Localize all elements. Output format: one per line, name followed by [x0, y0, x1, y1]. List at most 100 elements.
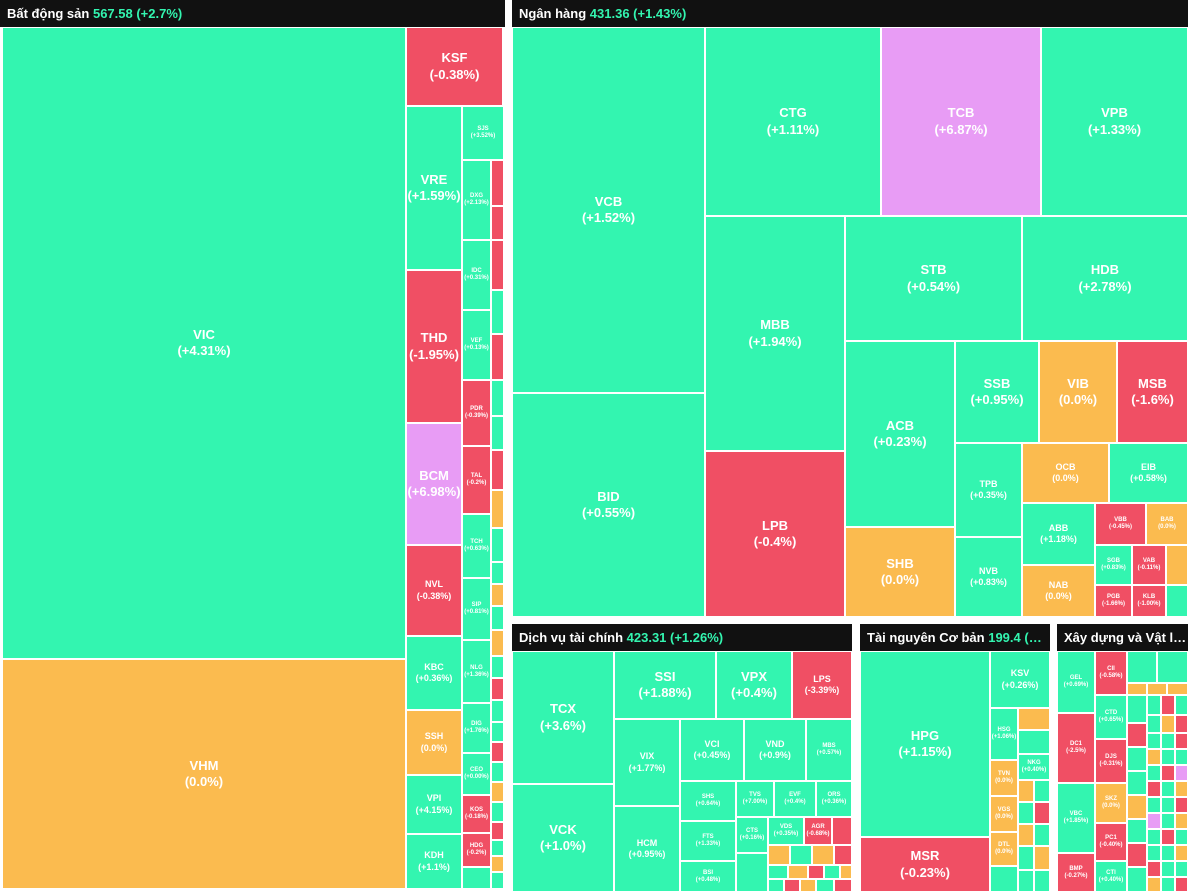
stock-tile-nab[interactable]: NAB (0.0%): [1022, 565, 1095, 617]
stock-tile-small[interactable]: [491, 630, 504, 656]
stock-tile-stb[interactable]: STB (+0.54%): [845, 216, 1022, 341]
stock-tile-nvb[interactable]: NVB (+0.83%): [955, 537, 1022, 617]
stock-tile-small[interactable]: [1175, 765, 1188, 781]
stock-tile-fts[interactable]: FTS (+1.33%): [680, 821, 736, 861]
stock-tile-small[interactable]: [1161, 695, 1175, 715]
stock-tile-sjs[interactable]: SJS (+3.52%): [462, 106, 504, 160]
stock-tile-small[interactable]: [1034, 824, 1050, 846]
stock-tile-hdg[interactable]: HDG (-0.2%): [462, 833, 491, 867]
stock-tile-small[interactable]: [1175, 695, 1188, 715]
stock-tile-small[interactable]: [788, 865, 808, 879]
stock-tile-small[interactable]: [491, 450, 504, 490]
stock-tile-thd[interactable]: THD (-1.95%): [406, 270, 462, 423]
stock-tile-small[interactable]: [491, 822, 504, 840]
stock-tile-small[interactable]: [1147, 749, 1161, 765]
stock-tile-vpi[interactable]: VPI (+4.15%): [406, 775, 462, 834]
stock-tile-small[interactable]: [491, 562, 504, 584]
stock-tile-tvs[interactable]: TVS (+7.00%): [736, 781, 774, 817]
stock-tile-small[interactable]: [768, 879, 784, 892]
stock-tile-small[interactable]: [1147, 683, 1167, 695]
stock-tile-small[interactable]: [491, 528, 504, 562]
stock-tile-small[interactable]: [491, 584, 504, 606]
stock-tile-nvl[interactable]: NVL (-0.38%): [406, 545, 462, 636]
stock-tile-small[interactable]: [1175, 813, 1188, 829]
sector-header[interactable]: Xây dựng và Vật l…: [1057, 624, 1188, 651]
stock-tile-small[interactable]: [1147, 845, 1161, 861]
stock-tile-eib[interactable]: EIB (+0.58%): [1109, 443, 1188, 503]
stock-tile-small[interactable]: [1161, 845, 1175, 861]
stock-tile-ceo[interactable]: CEO (+0.00%): [462, 753, 491, 795]
stock-tile-vck[interactable]: VCK (+1.0%): [512, 784, 614, 892]
stock-tile-msr[interactable]: MSR (-0.23%): [860, 837, 990, 892]
stock-tile-small[interactable]: [1018, 802, 1034, 824]
stock-tile-small[interactable]: [491, 722, 504, 742]
stock-tile-small[interactable]: [808, 865, 824, 879]
stock-tile-small[interactable]: [491, 206, 504, 240]
stock-tile-small[interactable]: [1175, 797, 1188, 813]
stock-tile-vcb[interactable]: VCB (+1.52%): [512, 27, 705, 393]
stock-tile-small[interactable]: [1147, 733, 1161, 749]
stock-tile-small[interactable]: [491, 656, 504, 678]
stock-tile-djs[interactable]: DJS (-0.31%): [1095, 739, 1127, 783]
stock-tile-small[interactable]: [1127, 683, 1147, 695]
stock-tile-small[interactable]: [1166, 545, 1188, 585]
stock-tile-mbs[interactable]: MBS (+0.57%): [806, 719, 852, 781]
stock-tile-ctg[interactable]: CTG (+1.11%): [705, 27, 881, 216]
stock-tile-vpb[interactable]: VPB (+1.33%): [1041, 27, 1188, 216]
stock-tile-small[interactable]: [812, 845, 834, 865]
stock-tile-small[interactable]: [491, 742, 504, 762]
stock-tile-dc1[interactable]: DC1 (-2.5%): [1057, 713, 1095, 783]
stock-tile-bcm[interactable]: BCM (+6.98%): [406, 423, 462, 545]
stock-tile-small[interactable]: [1175, 845, 1188, 861]
stock-tile-small[interactable]: [1175, 781, 1188, 797]
stock-tile-kbc[interactable]: KBC (+0.36%): [406, 636, 462, 710]
stock-tile-small[interactable]: [736, 853, 768, 892]
stock-tile-small[interactable]: [491, 606, 504, 630]
stock-tile-small[interactable]: [491, 700, 504, 722]
stock-tile-ksf[interactable]: KSF (-0.38%): [406, 27, 503, 106]
stock-tile-small[interactable]: [1161, 861, 1175, 877]
stock-tile-small[interactable]: [1147, 813, 1161, 829]
stock-tile-sip[interactable]: SIP (+0.81%): [462, 578, 491, 640]
stock-tile-tcx[interactable]: TCX (+3.6%): [512, 651, 614, 784]
stock-tile-small[interactable]: [834, 879, 852, 892]
stock-tile-hpg[interactable]: HPG (+1.15%): [860, 651, 990, 837]
stock-tile-bid[interactable]: BID (+0.55%): [512, 393, 705, 617]
stock-tile-vef[interactable]: VEF (+0.13%): [462, 310, 491, 380]
stock-tile-small[interactable]: [1018, 780, 1034, 802]
stock-tile-ocb[interactable]: OCB (0.0%): [1022, 443, 1109, 503]
stock-tile-lpb[interactable]: LPB (-0.4%): [705, 451, 845, 617]
stock-tile-vab[interactable]: VAB (-0.11%): [1132, 545, 1166, 585]
stock-tile-msb[interactable]: MSB (-1.6%): [1117, 341, 1188, 443]
stock-tile-acb[interactable]: ACB (+0.23%): [845, 341, 955, 527]
stock-tile-nlg[interactable]: NLG (+1.36%): [462, 640, 491, 703]
stock-tile-small[interactable]: [1175, 733, 1188, 749]
sector-header[interactable]: Dịch vụ tài chính 423.31 (+1.26%): [512, 624, 852, 651]
stock-tile-tvn[interactable]: TVN (0.0%): [990, 760, 1018, 796]
stock-tile-small[interactable]: [491, 840, 504, 856]
stock-tile-small[interactable]: [784, 879, 800, 892]
stock-tile-small[interactable]: [768, 845, 790, 865]
stock-tile-small[interactable]: [1018, 846, 1034, 870]
stock-tile-small[interactable]: [816, 879, 834, 892]
stock-tile-small[interactable]: [1161, 733, 1175, 749]
stock-tile-small[interactable]: [1161, 781, 1175, 797]
stock-tile-small[interactable]: [1157, 651, 1188, 683]
stock-tile-vgs[interactable]: VGS (0.0%): [990, 796, 1018, 832]
stock-tile-small[interactable]: [1166, 585, 1188, 617]
stock-tile-gel[interactable]: GEL (+0.69%): [1057, 651, 1095, 713]
stock-tile-small[interactable]: [491, 290, 504, 334]
stock-tile-shs[interactable]: SHS (+0.64%): [680, 781, 736, 821]
stock-tile-small[interactable]: [491, 872, 504, 889]
stock-tile-ksv[interactable]: KSV (+0.26%): [990, 651, 1050, 708]
stock-tile-ctd[interactable]: CTD (+0.65%): [1095, 695, 1127, 739]
stock-tile-tal[interactable]: TAL (-0.2%): [462, 446, 491, 514]
stock-tile-small[interactable]: [1147, 829, 1161, 845]
stock-tile-tpb[interactable]: TPB (+0.35%): [955, 443, 1022, 537]
stock-tile-small[interactable]: [800, 879, 816, 892]
stock-tile-small[interactable]: [768, 865, 788, 879]
stock-tile-small[interactable]: [1161, 877, 1175, 892]
stock-tile-vre[interactable]: VRE (+1.59%): [406, 106, 462, 270]
stock-tile-kos[interactable]: KOS (-0.18%): [462, 795, 491, 833]
stock-tile-shb[interactable]: SHB (0.0%): [845, 527, 955, 617]
